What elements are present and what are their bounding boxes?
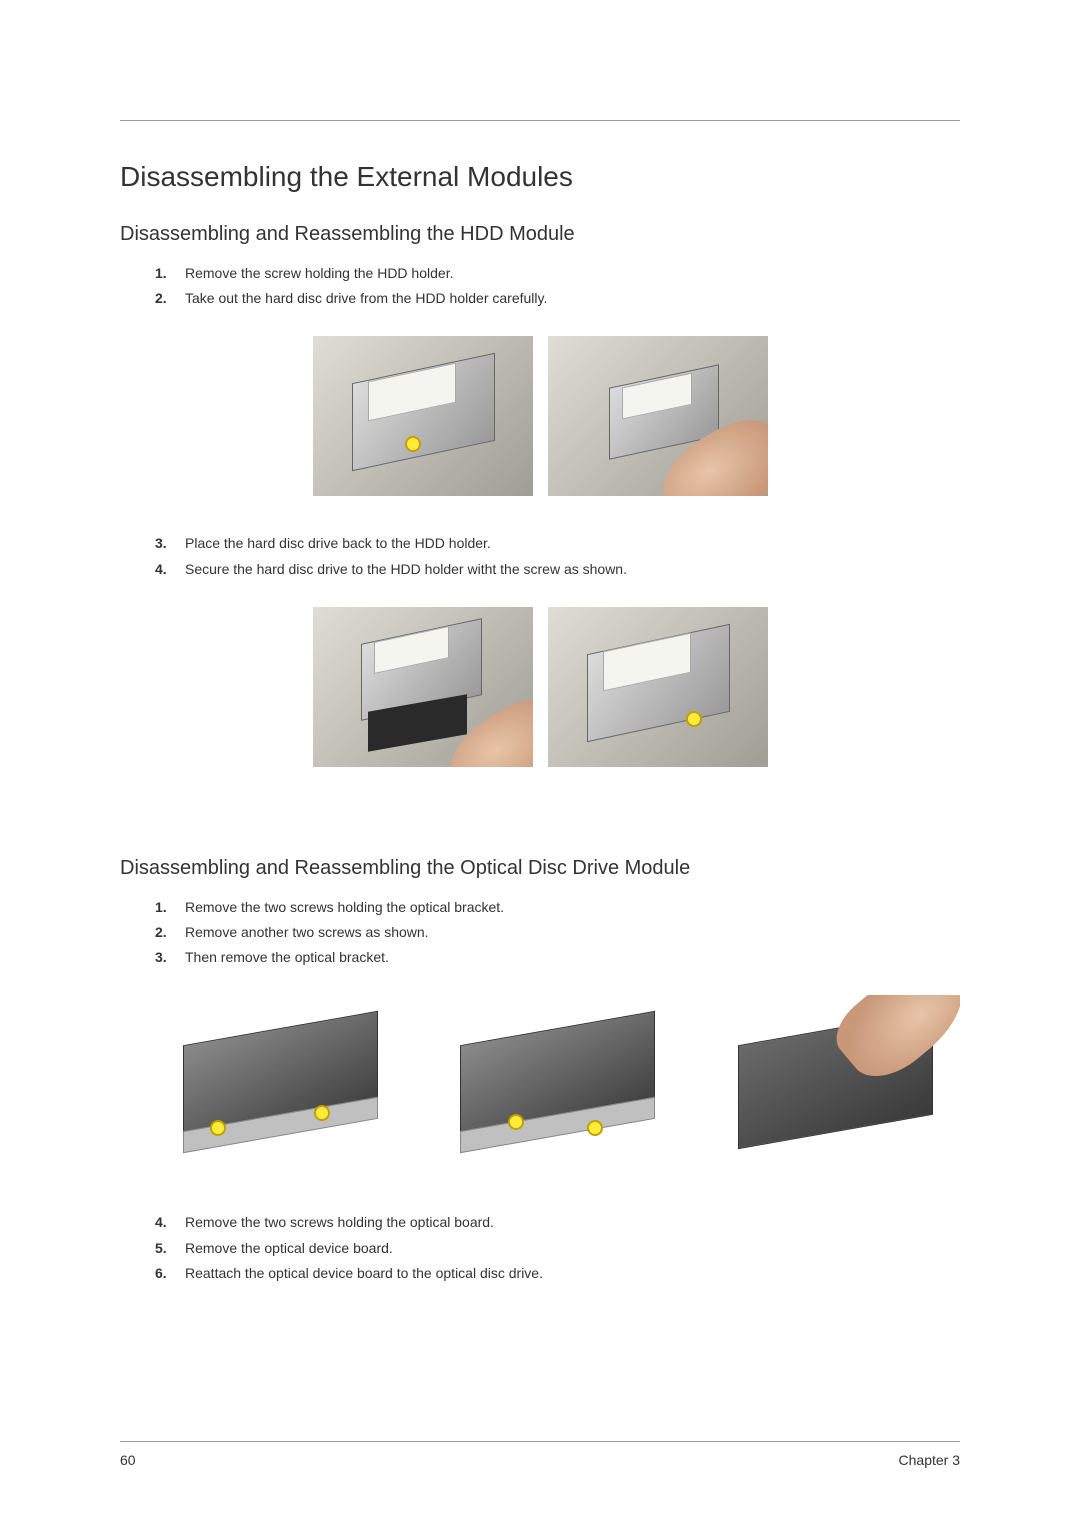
step-item: 4. Remove the two screws holding the opt… (155, 1210, 960, 1235)
step-number: 2. (155, 920, 167, 945)
page-title: Disassembling the External Modules (120, 161, 960, 193)
screw-marker-icon (587, 1120, 603, 1136)
hdd-subtitle: Disassembling and Reassembling the HDD M… (120, 223, 960, 246)
step-item: 1. Remove the two screws holding the opt… (155, 895, 960, 920)
chapter-label: Chapter 3 (899, 1452, 960, 1468)
step-text: Then remove the optical bracket. (185, 949, 389, 965)
step-number: 3. (155, 945, 167, 970)
step-number: 4. (155, 1210, 167, 1235)
screw-marker-icon (686, 711, 702, 727)
odd-steps-a: 1. Remove the two screws holding the opt… (155, 895, 960, 971)
footer-rule (120, 1441, 960, 1442)
screw-marker-icon (210, 1120, 226, 1136)
step-text: Take out the hard disc drive from the HD… (185, 290, 547, 306)
step-item: 6. Reattach the optical device board to … (155, 1261, 960, 1286)
hdd-figure-1 (313, 336, 533, 496)
step-item: 5. Remove the optical device board. (155, 1236, 960, 1261)
step-text: Remove another two screws as shown. (185, 924, 429, 940)
step-number: 6. (155, 1261, 167, 1286)
hdd-steps-a: 1. Remove the screw holding the HDD hold… (155, 261, 960, 311)
odd-subtitle: Disassembling and Reassembling the Optic… (120, 857, 960, 880)
step-number: 1. (155, 261, 167, 286)
step-item: 2. Remove another two screws as shown. (155, 920, 960, 945)
top-rule (120, 120, 960, 121)
odd-figure-2 (433, 995, 683, 1175)
document-page: Disassembling the External Modules Disas… (0, 0, 1080, 1528)
page-footer: 60 Chapter 3 (120, 1441, 960, 1468)
hdd-figure-row-2 (120, 607, 960, 767)
odd-figure-row (155, 995, 960, 1175)
step-text: Secure the hard disc drive to the HDD ho… (185, 561, 627, 577)
step-item: 3. Place the hard disc drive back to the… (155, 531, 960, 556)
step-text: Remove the screw holding the HDD holder. (185, 265, 453, 281)
step-item: 3. Then remove the optical bracket. (155, 945, 960, 970)
screw-marker-icon (508, 1114, 524, 1130)
step-item: 2. Take out the hard disc drive from the… (155, 286, 960, 311)
step-item: 1. Remove the screw holding the HDD hold… (155, 261, 960, 286)
step-text: Remove the two screws holding the optica… (185, 899, 504, 915)
page-number: 60 (120, 1452, 136, 1468)
step-text: Remove the optical device board. (185, 1240, 393, 1256)
step-number: 3. (155, 531, 167, 556)
step-text: Reattach the optical device board to the… (185, 1265, 543, 1281)
odd-figure-1 (155, 995, 405, 1175)
step-number: 1. (155, 895, 167, 920)
screw-marker-icon (405, 436, 421, 452)
odd-figure-3 (710, 995, 960, 1175)
hdd-figure-3 (313, 607, 533, 767)
step-number: 2. (155, 286, 167, 311)
step-item: 4. Secure the hard disc drive to the HDD… (155, 557, 960, 582)
step-text: Place the hard disc drive back to the HD… (185, 535, 491, 551)
step-number: 5. (155, 1236, 167, 1261)
odd-steps-b: 4. Remove the two screws holding the opt… (155, 1210, 960, 1286)
hdd-figure-4 (548, 607, 768, 767)
hdd-figure-row-1 (120, 336, 960, 496)
step-number: 4. (155, 557, 167, 582)
step-text: Remove the two screws holding the optica… (185, 1214, 494, 1230)
hdd-steps-b: 3. Place the hard disc drive back to the… (155, 531, 960, 581)
hdd-figure-2 (548, 336, 768, 496)
